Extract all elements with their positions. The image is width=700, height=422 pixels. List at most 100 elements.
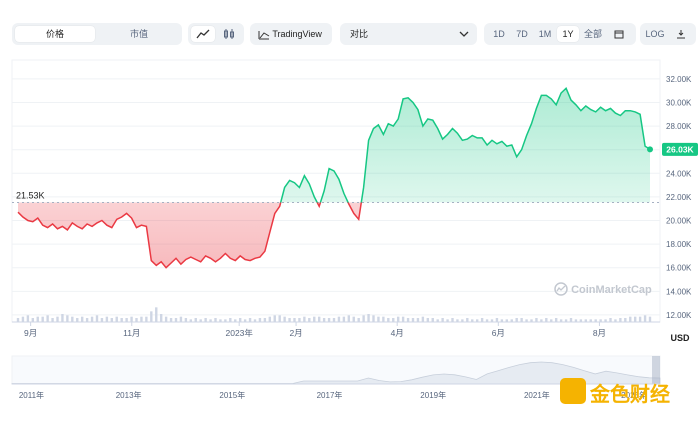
- volume-bar: [510, 319, 513, 322]
- x-tick-label: 2023年: [225, 328, 253, 338]
- price-chart[interactable]: 12.00K 14.00K 16.00K 18.00K 20.00K 22.00K 24.0…: [0, 52, 700, 417]
- y-tick-label: 28.00K: [666, 122, 692, 131]
- volume-bar: [569, 318, 573, 322]
- date-range-button[interactable]: [608, 26, 630, 42]
- volume-bar: [298, 318, 301, 322]
- volume-bar: [362, 315, 365, 322]
- watermark-text: CoinMarketCap: [571, 284, 652, 296]
- volume-bar: [456, 319, 459, 322]
- volume-bar: [80, 316, 84, 322]
- volume-bars: [16, 307, 652, 322]
- volume-bar: [614, 319, 617, 322]
- volume-bar: [21, 316, 25, 322]
- volume-bar: [342, 316, 346, 322]
- volume-bar: [199, 319, 202, 322]
- volume-bar: [268, 316, 272, 322]
- price-line-up: [279, 87, 651, 203]
- range-1d[interactable]: 1D: [493, 29, 505, 39]
- x-tick-label: 8月: [593, 328, 606, 338]
- volume-bar: [545, 318, 548, 322]
- overview-tick-label: 2023年: [621, 390, 647, 400]
- volume-bar: [26, 315, 30, 322]
- time-range-selector: 1D 7D 1M 1Y 全部: [484, 23, 636, 45]
- volume-bar: [475, 319, 479, 322]
- volume-bar: [629, 316, 632, 322]
- volume-bar: [466, 318, 469, 322]
- volume-bar: [164, 316, 168, 322]
- volume-bar: [436, 319, 439, 322]
- volume-bar: [204, 318, 207, 322]
- range-1y[interactable]: 1Y: [557, 26, 579, 42]
- tradingview-button[interactable]: TradingView: [250, 23, 332, 45]
- volume-bar: [263, 318, 267, 322]
- volume-bar: [599, 319, 602, 322]
- volume-bar: [367, 314, 370, 322]
- compare-label: 对比: [350, 29, 369, 39]
- range-1m[interactable]: 1M: [538, 29, 552, 39]
- candlestick-button[interactable]: [217, 26, 241, 42]
- line-chart-button[interactable]: [191, 26, 215, 42]
- volume-bar: [238, 318, 242, 322]
- volume-bar: [401, 316, 405, 322]
- volume-bar: [150, 311, 153, 322]
- volume-bar: [273, 315, 276, 322]
- volume-bar: [638, 316, 642, 322]
- volume-bar: [243, 319, 247, 322]
- volume-bar: [51, 318, 54, 322]
- price-chart-svg: 12.00K 14.00K 16.00K 18.00K 20.00K 22.00K 24.0…: [11, 59, 698, 400]
- tab-market-cap[interactable]: 市值: [129, 29, 148, 39]
- volume-bar: [461, 319, 464, 322]
- coinmarketcap-logo-icon: [554, 282, 568, 296]
- volume-bar: [574, 319, 578, 322]
- volume-bar: [648, 316, 652, 322]
- current-price-badge: [662, 142, 698, 156]
- volume-bar: [308, 318, 311, 322]
- volume-bar: [564, 319, 568, 322]
- overview-tick-label: 2021年: [524, 390, 550, 400]
- range-7d[interactable]: 7D: [516, 29, 528, 39]
- volume-bar: [224, 319, 227, 322]
- volume-bar: [406, 318, 410, 322]
- overview-selection[interactable]: [652, 356, 660, 384]
- volume-bar: [327, 318, 331, 322]
- x-tick-label: 9月: [24, 328, 37, 338]
- volume-bar: [485, 319, 489, 322]
- volume-bar: [56, 316, 59, 322]
- volume-bar: [451, 318, 454, 322]
- log-scale-button[interactable]: LOG: [645, 29, 665, 39]
- volume-bar: [120, 318, 123, 322]
- volume-bar: [416, 318, 420, 322]
- volume-bar: [16, 318, 20, 322]
- current-price-label: 26.03K: [666, 144, 694, 154]
- volume-bar: [130, 316, 133, 322]
- chevron-down-icon: [459, 31, 469, 37]
- x-tick-label: 2月: [289, 328, 302, 338]
- volume-bar: [357, 318, 360, 322]
- volume-bar: [174, 318, 178, 322]
- y-tick-label: 14.00K: [666, 287, 692, 296]
- y-axis: 12.00K 14.00K 16.00K 18.00K 20.00K 22.00K 24.0…: [666, 75, 692, 320]
- volume-bar: [624, 318, 627, 322]
- range-all[interactable]: 全部: [583, 29, 602, 39]
- price-marketcap-toggle: 价格 市值: [12, 23, 182, 45]
- volume-bar: [633, 316, 637, 322]
- volume-bar: [258, 318, 262, 322]
- volume-bar: [229, 318, 232, 322]
- download-button[interactable]: [670, 26, 692, 42]
- volume-bar: [85, 318, 89, 322]
- compare-select[interactable]: 对比: [340, 23, 477, 45]
- y-tick-label: 24.00K: [666, 169, 692, 178]
- chart-toolbar: 价格 市值 TradingView 对比 1D 7D 1M 1Y 全部 LOG: [0, 0, 700, 52]
- volume-bar: [347, 315, 351, 322]
- tab-price[interactable]: 价格: [15, 26, 95, 42]
- overview-tick-label: 2011年: [19, 390, 44, 400]
- volume-bar: [332, 318, 336, 322]
- volume-bar: [382, 316, 385, 322]
- volume-bar: [159, 314, 163, 322]
- price-area-down: [18, 202, 362, 268]
- volume-bar: [337, 316, 341, 322]
- volume-bar: [505, 319, 509, 322]
- price-area-up: [18, 88, 650, 203]
- start-price-label: 21.53K: [16, 190, 45, 200]
- volume-bar: [377, 316, 380, 322]
